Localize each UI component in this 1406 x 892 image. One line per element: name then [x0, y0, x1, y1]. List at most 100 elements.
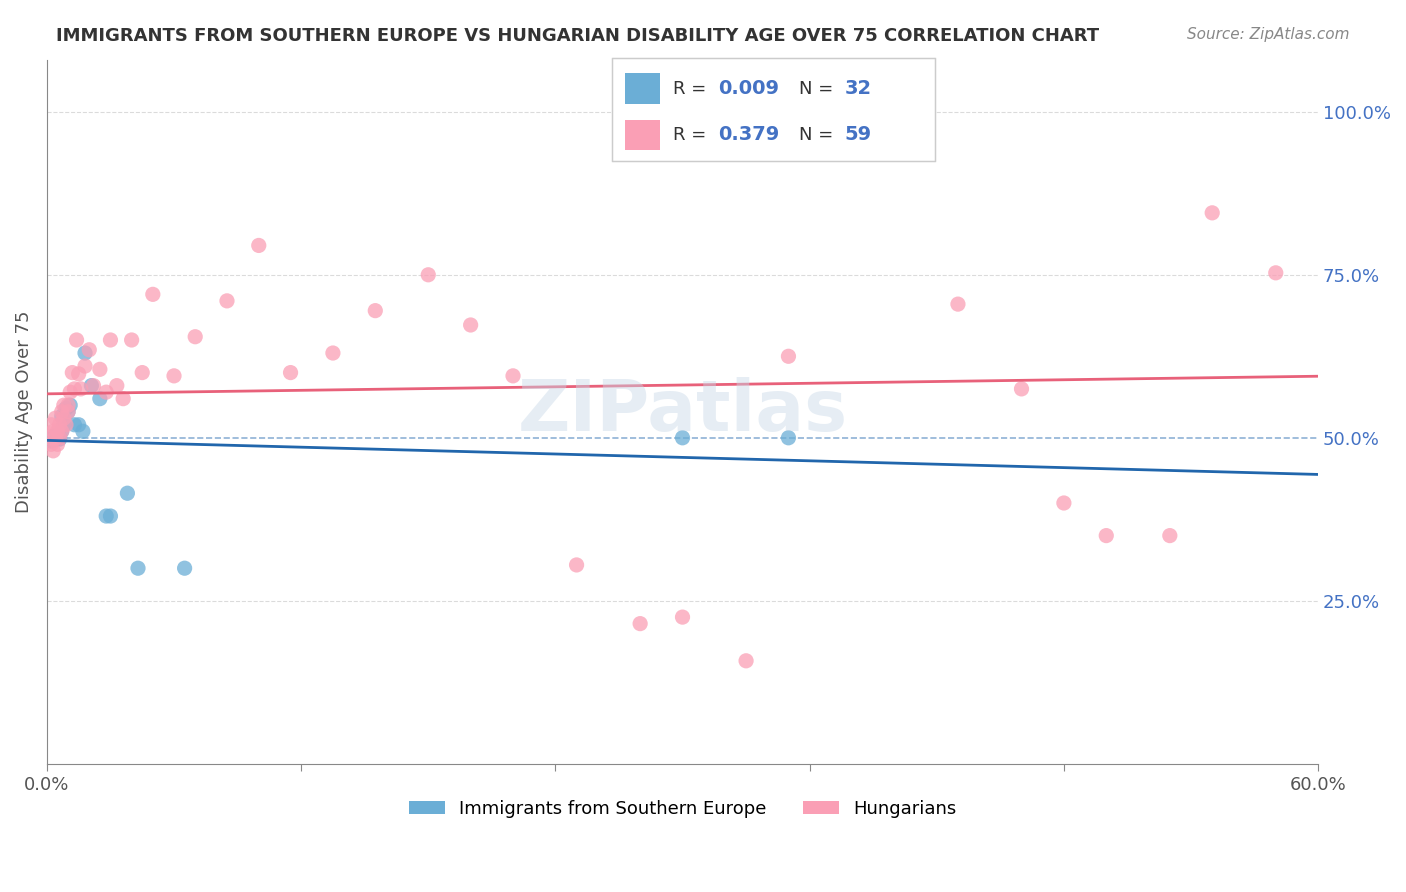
Point [89, 362, 111, 376]
Text: 0.379: 0.379 [718, 126, 779, 145]
Point [42, 443, 65, 458]
Point [51, 424, 73, 438]
Point [73, 359, 96, 373]
Legend: Immigrants from Southern Europe, Hungarians: Immigrants from Southern Europe, Hungari… [401, 793, 963, 825]
Point [778, 349, 800, 363]
Point [42, 424, 65, 438]
Point [142, 287, 165, 301]
Point [883, 104, 905, 119]
Point [44, 431, 66, 445]
Point [52, 417, 75, 432]
Point [105, 378, 128, 392]
Point [247, 238, 270, 252]
Point [56, 405, 79, 419]
FancyBboxPatch shape [624, 73, 661, 104]
Text: 32: 32 [845, 79, 872, 98]
Point [56, 398, 79, 412]
Point [63, 417, 86, 432]
Point [1095, 528, 1118, 542]
Point [841, 104, 863, 119]
Point [173, 561, 195, 575]
Point [39, 432, 62, 446]
Point [48, 430, 70, 444]
Point [48, 417, 70, 432]
Point [51, 405, 73, 419]
Point [946, 297, 969, 311]
Point [80, 378, 103, 392]
Text: R =: R = [673, 79, 711, 98]
Point [671, 431, 693, 445]
Point [39, 437, 62, 451]
Point [96, 509, 118, 524]
Text: N =: N = [799, 126, 839, 144]
Point [460, 318, 482, 332]
Point [280, 366, 302, 380]
Point [52, 411, 75, 425]
Point [184, 329, 207, 343]
Y-axis label: Disability Age Over 75: Disability Age Over 75 [15, 310, 32, 513]
Point [322, 346, 344, 360]
Point [565, 558, 588, 572]
Point [59, 398, 82, 412]
Point [215, 293, 238, 308]
FancyBboxPatch shape [624, 120, 661, 150]
Text: 59: 59 [845, 126, 872, 145]
Point [44, 432, 66, 446]
Point [46, 437, 69, 451]
Point [51, 424, 73, 438]
Point [77, 343, 100, 357]
Point [38, 433, 60, 447]
Text: 0.009: 0.009 [718, 79, 779, 98]
Point [44, 411, 66, 425]
Point [67, 367, 90, 381]
Point [127, 561, 149, 575]
Point [39, 434, 62, 448]
Point [418, 268, 440, 282]
Point [72, 424, 94, 438]
Point [671, 610, 693, 624]
Point [100, 509, 122, 524]
Point [46, 424, 69, 438]
Point [364, 303, 387, 318]
Point [56, 405, 79, 419]
Point [73, 346, 96, 360]
Point [735, 654, 758, 668]
Point [1053, 496, 1076, 510]
Point [42, 429, 65, 443]
Point [67, 417, 90, 432]
Point [163, 368, 186, 383]
Point [100, 333, 122, 347]
Point [42, 432, 65, 446]
Text: Source: ZipAtlas.com: Source: ZipAtlas.com [1187, 27, 1350, 42]
Point [65, 333, 87, 347]
Point [46, 429, 69, 443]
Point [117, 486, 139, 500]
Point [121, 333, 143, 347]
Point [628, 616, 651, 631]
Point [46, 431, 69, 445]
Point [89, 392, 111, 406]
Point [131, 366, 153, 380]
Point [48, 431, 70, 445]
Text: R =: R = [673, 126, 711, 144]
Point [96, 385, 118, 400]
Text: N =: N = [799, 79, 839, 98]
Text: IMMIGRANTS FROM SOUTHERN EUROPE VS HUNGARIAN DISABILITY AGE OVER 75 CORRELATION : IMMIGRANTS FROM SOUTHERN EUROPE VS HUNGA… [56, 27, 1099, 45]
Point [112, 392, 135, 406]
Point [1264, 266, 1286, 280]
Point [1201, 206, 1223, 220]
Point [1011, 382, 1033, 396]
Point [42, 434, 65, 448]
Point [46, 432, 69, 446]
Point [38, 431, 60, 445]
Text: ZIPatlas: ZIPatlas [517, 377, 848, 446]
Point [69, 382, 91, 396]
Point [1159, 528, 1181, 542]
Point [63, 382, 86, 396]
Point [51, 409, 73, 424]
Point [83, 378, 105, 392]
Point [48, 432, 70, 446]
Point [60, 366, 83, 380]
Point [59, 385, 82, 400]
Point [52, 398, 75, 412]
